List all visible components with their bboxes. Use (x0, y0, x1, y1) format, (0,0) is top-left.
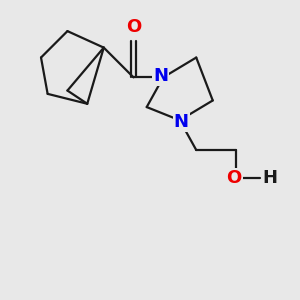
Text: N: N (153, 67, 168, 85)
Text: O: O (226, 169, 242, 187)
Text: H: H (262, 169, 277, 187)
Text: N: N (174, 113, 189, 131)
Text: O: O (126, 18, 141, 36)
